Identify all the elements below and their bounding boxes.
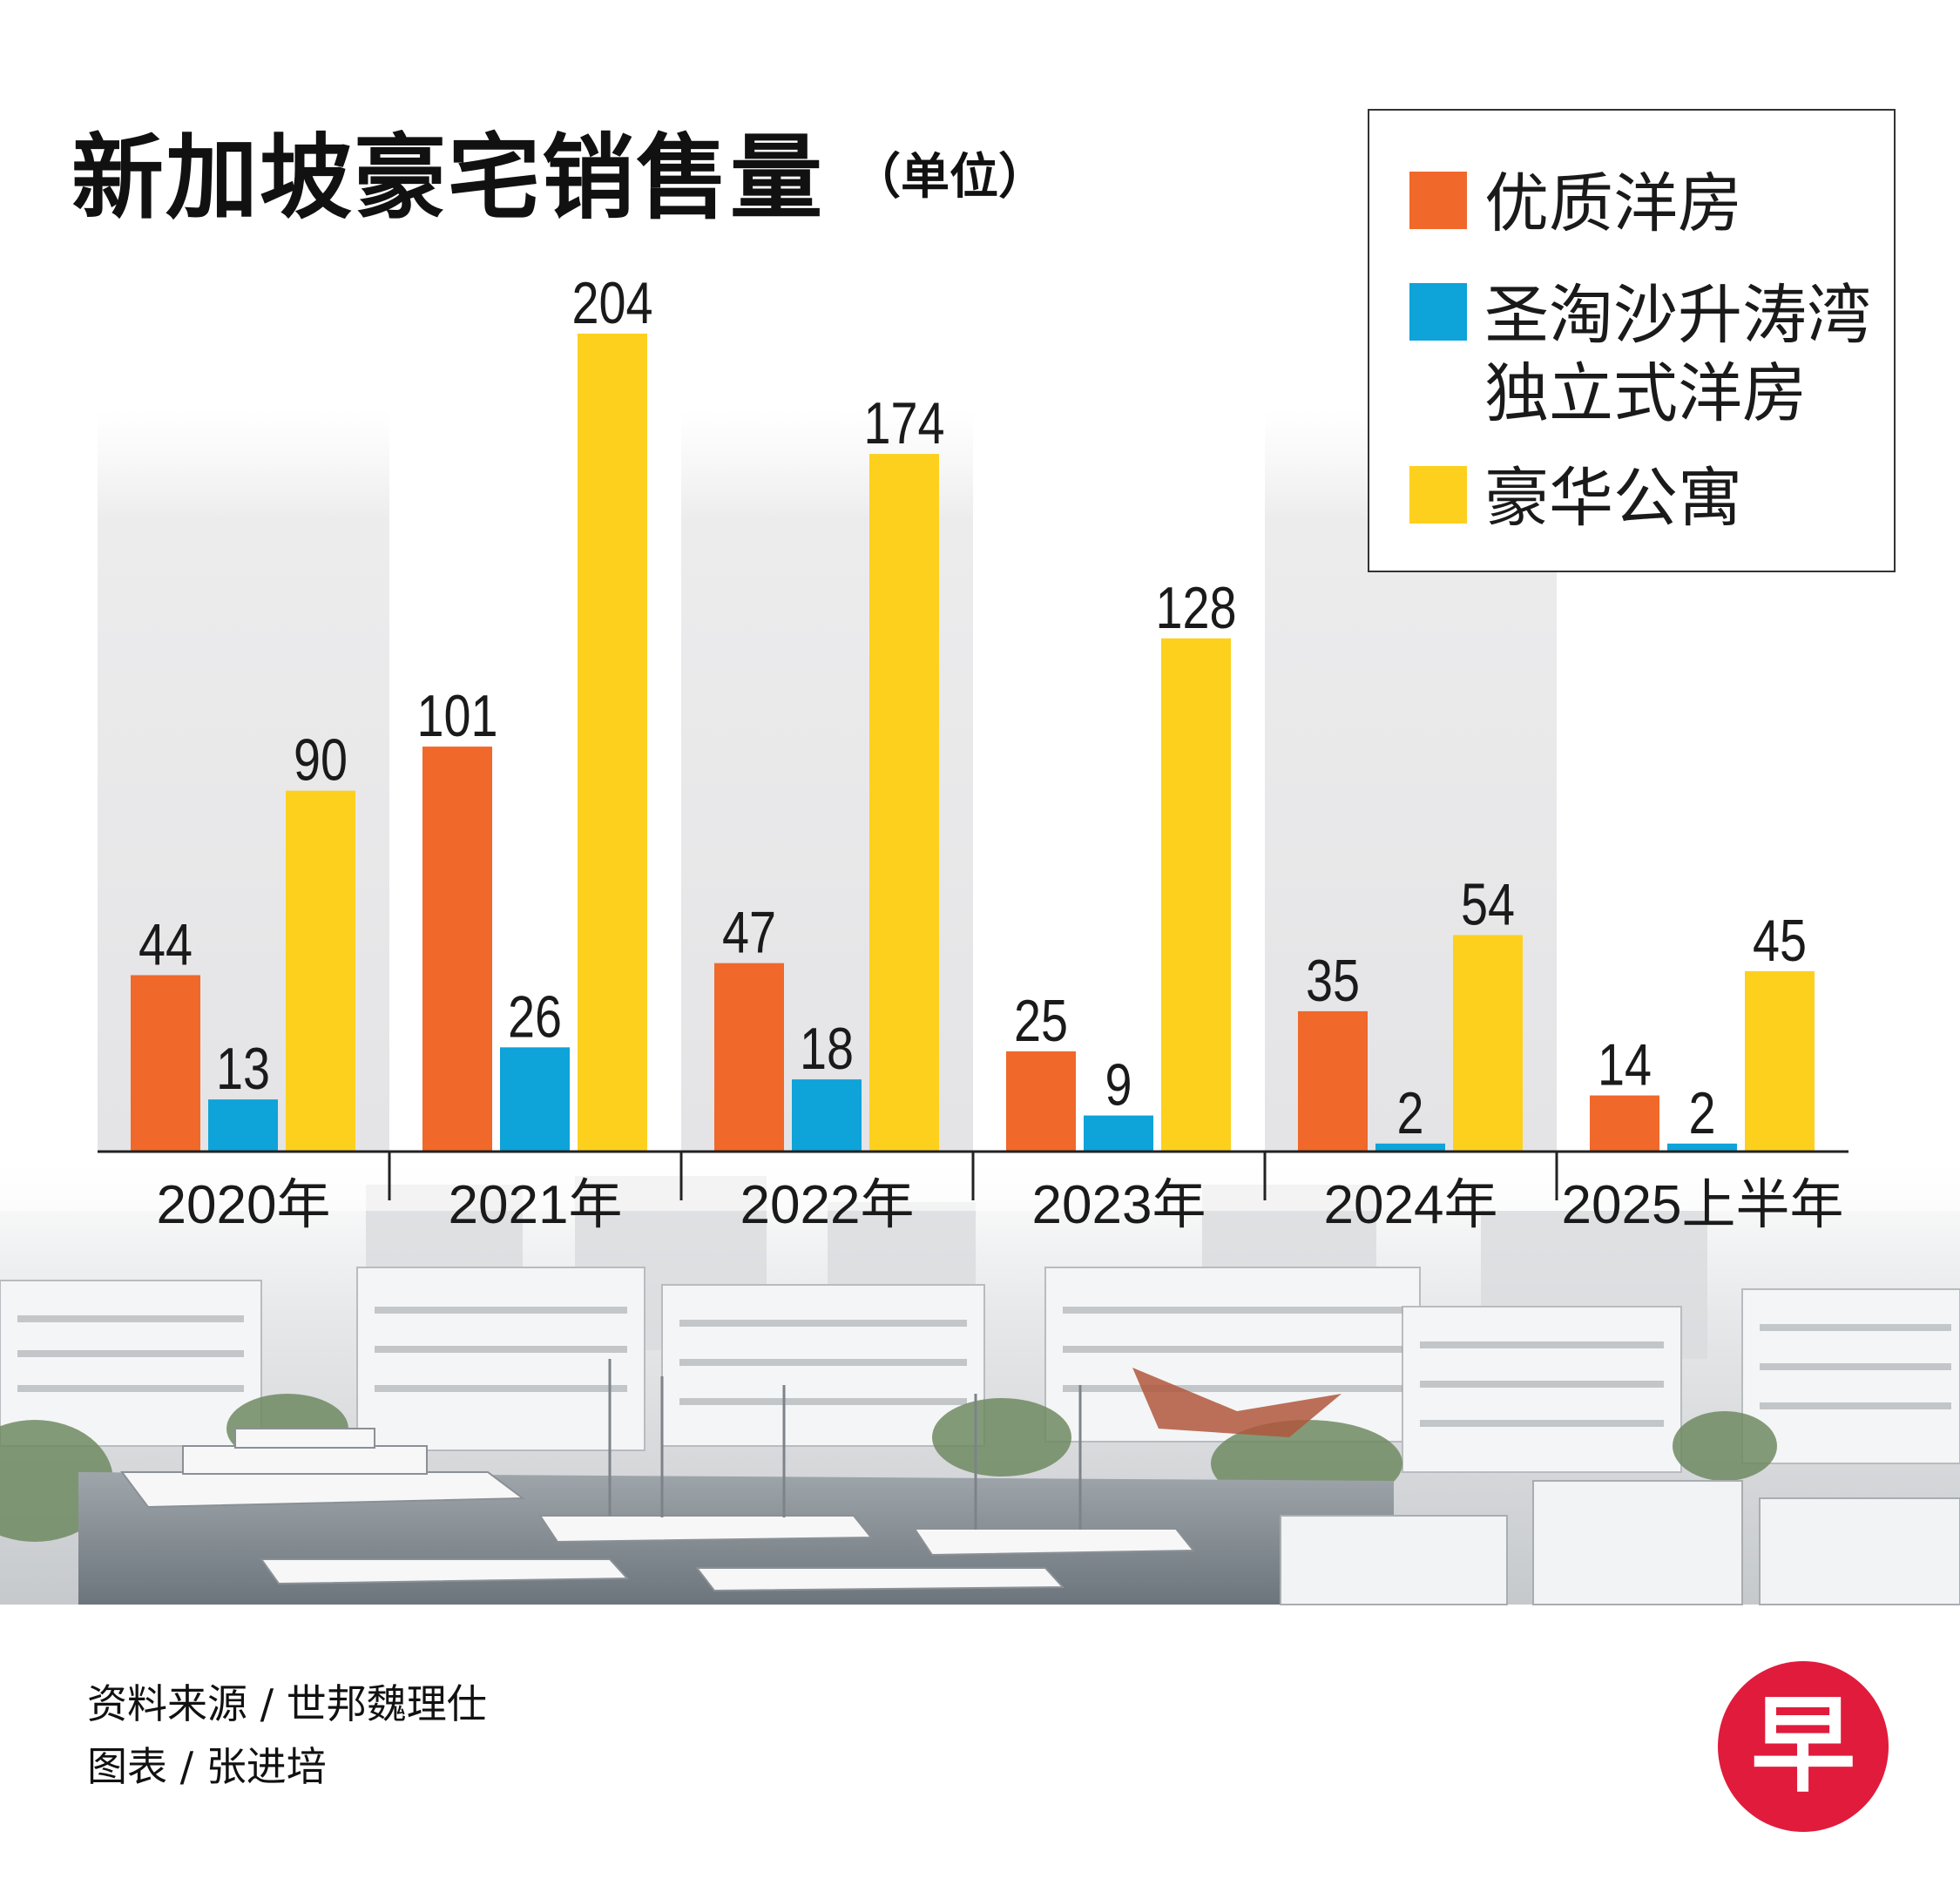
data-label: 2 — [1396, 1081, 1423, 1146]
bar — [869, 454, 939, 1152]
legend-item-sentosa-cove: 圣淘沙升涛湾 独立式洋房 — [1409, 276, 1894, 433]
zaobao-logo: 早 — [1718, 1661, 1889, 1832]
data-label: 2 — [1688, 1081, 1715, 1146]
bars-layer — [131, 334, 1815, 1152]
legend-swatch-blue — [1409, 283, 1467, 341]
legend-label: 圣淘沙升涛湾 独立式洋房 — [1484, 276, 1894, 433]
legend: 优质洋房 圣淘沙升涛湾 独立式洋房 豪华公寓 — [1368, 109, 1896, 572]
bar — [1745, 970, 1815, 1152]
logo-circle — [1718, 1661, 1889, 1832]
data-label: 128 — [1155, 576, 1236, 641]
data-label: 47 — [722, 901, 776, 966]
data-label: 54 — [1461, 872, 1515, 937]
x-axis-labels: 2020年 2021年 2022年 2023年 2024年 2025上半年 — [157, 1175, 1844, 1235]
bar — [1667, 1143, 1737, 1152]
x-axis-label: 2023年 — [1032, 1175, 1206, 1235]
x-axis-label: 2020年 — [157, 1175, 331, 1235]
bar — [131, 975, 200, 1152]
bar — [500, 1047, 570, 1152]
chart-credit: 图表 / 张进培 — [87, 1743, 327, 1790]
bar — [1006, 1051, 1076, 1152]
data-label: 101 — [416, 684, 497, 749]
legend-item-luxury-condo: 豪华公寓 — [1409, 459, 1894, 537]
value-labels-layer: 44 13 90 101 26 204 47 18 174 25 9 128 35 2 54 14 2 45 — [139, 271, 1807, 1146]
bar — [792, 1079, 862, 1152]
data-label: 9 — [1105, 1052, 1132, 1118]
legend-swatch-yellow — [1409, 466, 1467, 524]
legend-text-line: 优质洋房 — [1484, 166, 1742, 241]
bar — [714, 963, 784, 1152]
chart-title: 新加坡豪宅销售量 — [71, 125, 824, 232]
unit-label: （单位） — [852, 149, 1047, 206]
x-axis-label: 2022年 — [740, 1175, 915, 1235]
bar — [1161, 638, 1231, 1152]
marina-photo — [0, 1159, 1960, 1605]
data-label: 13 — [216, 1037, 270, 1102]
data-label: 45 — [1753, 909, 1807, 974]
bar — [1590, 1095, 1659, 1152]
data-label: 26 — [508, 984, 562, 1050]
legend-label: 豪华公寓 — [1484, 459, 1894, 537]
data-label: 14 — [1598, 1032, 1652, 1098]
data-label: 44 — [139, 912, 193, 977]
x-axis-label: 2024年 — [1324, 1175, 1498, 1235]
data-label: 25 — [1014, 989, 1068, 1054]
x-axis-ticks — [388, 1152, 1558, 1200]
bar — [1298, 1010, 1368, 1152]
data-label: 90 — [294, 728, 348, 794]
source-credit: 资料来源 / 世邦魏理仕 — [87, 1680, 487, 1727]
legend-item-premium-landed: 优质洋房 — [1409, 165, 1894, 243]
bar — [1375, 1143, 1445, 1152]
bar — [578, 334, 647, 1152]
legend-text-line: 豪华公寓 — [1484, 461, 1742, 536]
data-label: 18 — [800, 1017, 854, 1082]
bar — [1084, 1115, 1153, 1152]
logo-glyph: 早 — [1751, 1686, 1855, 1807]
legend-text-line: 独立式洋房 — [1484, 356, 1807, 431]
legend-text-line: 圣淘沙升涛湾 — [1484, 278, 1871, 353]
bar — [208, 1099, 278, 1152]
data-label: 204 — [571, 271, 652, 336]
data-label: 174 — [863, 391, 944, 456]
data-label: 35 — [1306, 949, 1360, 1014]
x-axis-label: 2025上半年 — [1562, 1175, 1844, 1235]
x-axis-label: 2021年 — [449, 1175, 623, 1235]
bar — [286, 790, 355, 1152]
legend-swatch-orange — [1409, 172, 1467, 229]
bar — [1453, 935, 1523, 1152]
legend-label: 优质洋房 — [1484, 165, 1894, 243]
bar — [422, 747, 492, 1152]
